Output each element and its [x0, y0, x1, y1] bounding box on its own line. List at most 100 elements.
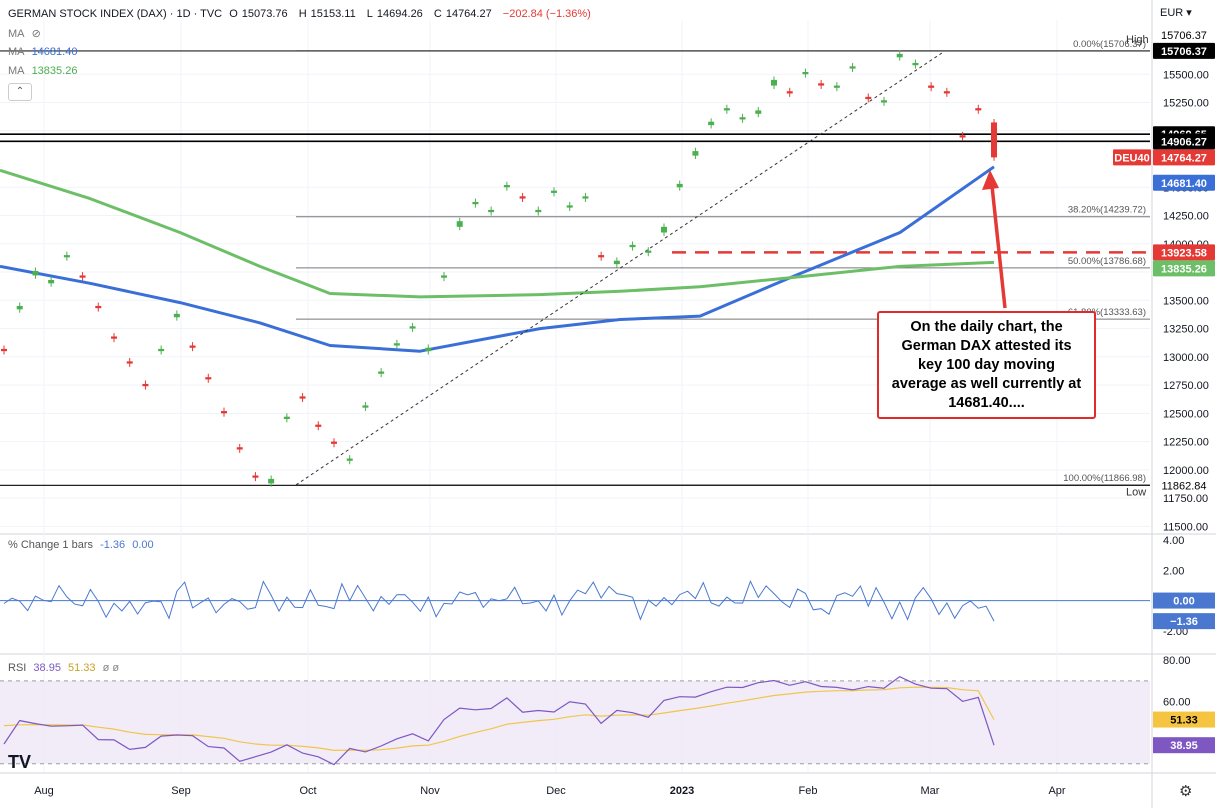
ma-legend-2[interactable]: MA 14681.40	[8, 46, 81, 58]
price-tag-bg	[1113, 149, 1151, 166]
candle-body	[283, 416, 290, 419]
ma-legend-3[interactable]: MA 13835.26	[8, 65, 81, 77]
candle-body	[488, 209, 495, 213]
candle-body	[692, 151, 699, 156]
candle-body	[331, 441, 337, 444]
rsi-tag-label: 51.33	[1170, 715, 1198, 727]
price-tag-bg	[1153, 42, 1215, 59]
pct-zero: 0.00	[132, 539, 154, 551]
price-axis-bg	[1152, 0, 1216, 808]
candle-body	[425, 347, 432, 352]
rsi-line	[3, 676, 995, 766]
candle-body	[189, 345, 196, 348]
annotation-arrow-shaft	[990, 185, 1007, 309]
candle-body	[79, 275, 86, 278]
pct-tag-bg	[1153, 613, 1215, 630]
rsi-tag-bg	[1153, 737, 1215, 754]
pct-title: % Change 1 bars	[8, 539, 93, 551]
rsi-tag-bg	[1153, 711, 1215, 728]
candle-body	[16, 305, 23, 310]
tradingview-logo: TV	[8, 752, 32, 772]
ohlc-close-key: C	[433, 8, 442, 20]
candle-body	[566, 205, 573, 208]
level-label: Low	[1126, 486, 1146, 498]
y-tick-label: 13250.00	[1163, 324, 1209, 336]
rsi-ma-line	[3, 686, 995, 752]
ohlc-open: O 15073.76	[229, 8, 291, 20]
rsi-y-tick-label: 60.00	[1163, 697, 1191, 709]
price-tag-label: 14906.27	[1161, 136, 1207, 148]
price-tag-label: 13923.58	[1161, 247, 1207, 259]
ohlc-high-key: H	[298, 8, 307, 20]
y-tick-label: 11750.00	[1163, 493, 1208, 505]
x-tick-label: Nov	[420, 785, 440, 797]
annotation-arrow-head	[982, 170, 999, 190]
rsi-band	[0, 680, 1150, 764]
fibonacci-label: 50.00%(13786.68)	[1068, 256, 1146, 267]
ohlc-low: L 14694.26	[367, 8, 427, 20]
candle-body	[708, 121, 715, 126]
candle-body	[928, 85, 935, 88]
candle-body	[315, 424, 322, 427]
currency-selector[interactable]: EUR ▾	[1160, 6, 1192, 19]
candle-body	[598, 255, 605, 258]
price-tag-label: 13835.26	[1161, 263, 1207, 275]
price-tag-bg	[1153, 174, 1215, 191]
annotation-box: On the daily chart, the German DAX attes…	[877, 311, 1096, 419]
gear-icon[interactable]: ⚙	[1179, 783, 1193, 800]
candle-body	[63, 255, 70, 258]
rsi-title: RSI	[8, 662, 27, 674]
collapse-legend-button[interactable]: ⌃	[8, 83, 32, 101]
price-tag-label: DEU40	[1114, 152, 1149, 164]
price-tag-bg	[1153, 244, 1215, 261]
candle-body	[252, 475, 259, 478]
ohlc-high-value: 15153.11	[310, 8, 356, 20]
fibonacci-label: 100.00%(11866.98)	[1063, 473, 1146, 484]
price-tag-label: 14764.27	[1161, 152, 1207, 164]
candle-body	[975, 108, 982, 111]
y-tick-label: 12000.00	[1163, 465, 1209, 477]
candle-body	[849, 66, 856, 69]
y-tick-label: 12750.00	[1163, 380, 1209, 392]
eye-slash-icon[interactable]: ⊘	[31, 28, 41, 40]
fibonacci-label: 38.20%(14239.72)	[1068, 205, 1146, 216]
candle-body	[126, 361, 133, 364]
ma-label-3: MA	[8, 65, 25, 77]
y-tick-label: 13500.00	[1163, 295, 1209, 307]
ma-label-1: MA	[8, 28, 25, 40]
candle-body	[535, 209, 542, 213]
y-tick-label: 11500.00	[1163, 521, 1208, 533]
empty-value-icon: ø ø	[102, 662, 120, 674]
candle-body	[32, 270, 39, 276]
ohlc-close: C 14764.27	[434, 8, 496, 20]
candle-body	[818, 83, 825, 86]
candle-body	[268, 478, 275, 484]
x-tick-label: 2023	[670, 785, 694, 797]
pct-y-tick-label: 4.00	[1163, 535, 1184, 547]
pct-tag-label: −1.36	[1170, 616, 1198, 628]
price-tag-bg	[1153, 26, 1215, 43]
x-tick-label: Apr	[1048, 785, 1065, 797]
rsi-y-tick-label: 80.00	[1163, 655, 1191, 667]
ma-label-2: MA	[8, 46, 25, 58]
candle-body	[802, 71, 809, 75]
fibonacci-label: 0.00%(15706.37)	[1073, 39, 1146, 50]
ma100-line	[0, 165, 995, 353]
candle-body	[362, 405, 369, 408]
candle-body	[346, 458, 353, 461]
y-tick-label: 13000.00	[1163, 352, 1209, 364]
symbol-title: GERMAN STOCK INDEX (DAX) · 1D · TVC	[8, 8, 223, 20]
main-legend: GERMAN STOCK INDEX (DAX) · 1D · TVC O 150…	[8, 8, 595, 20]
y-tick-label: 15250.00	[1163, 98, 1209, 110]
candle-body	[409, 326, 416, 329]
price-tag-label: 11862.84	[1161, 480, 1206, 492]
ohlc-change: −202.84 (−1.36%)	[502, 8, 591, 20]
candle-body	[393, 343, 400, 346]
chevron-up-icon: ⌃	[15, 86, 25, 97]
price-tag-bg	[1153, 149, 1215, 166]
ohlc-close-value: 14764.27	[445, 8, 492, 20]
ma-value-2: 14681.40	[31, 46, 78, 58]
ma-value-3: 13835.26	[31, 65, 78, 77]
ma-legend-1[interactable]: MA ⊘	[8, 27, 45, 40]
price-tag-label: 15706.37	[1161, 46, 1207, 58]
